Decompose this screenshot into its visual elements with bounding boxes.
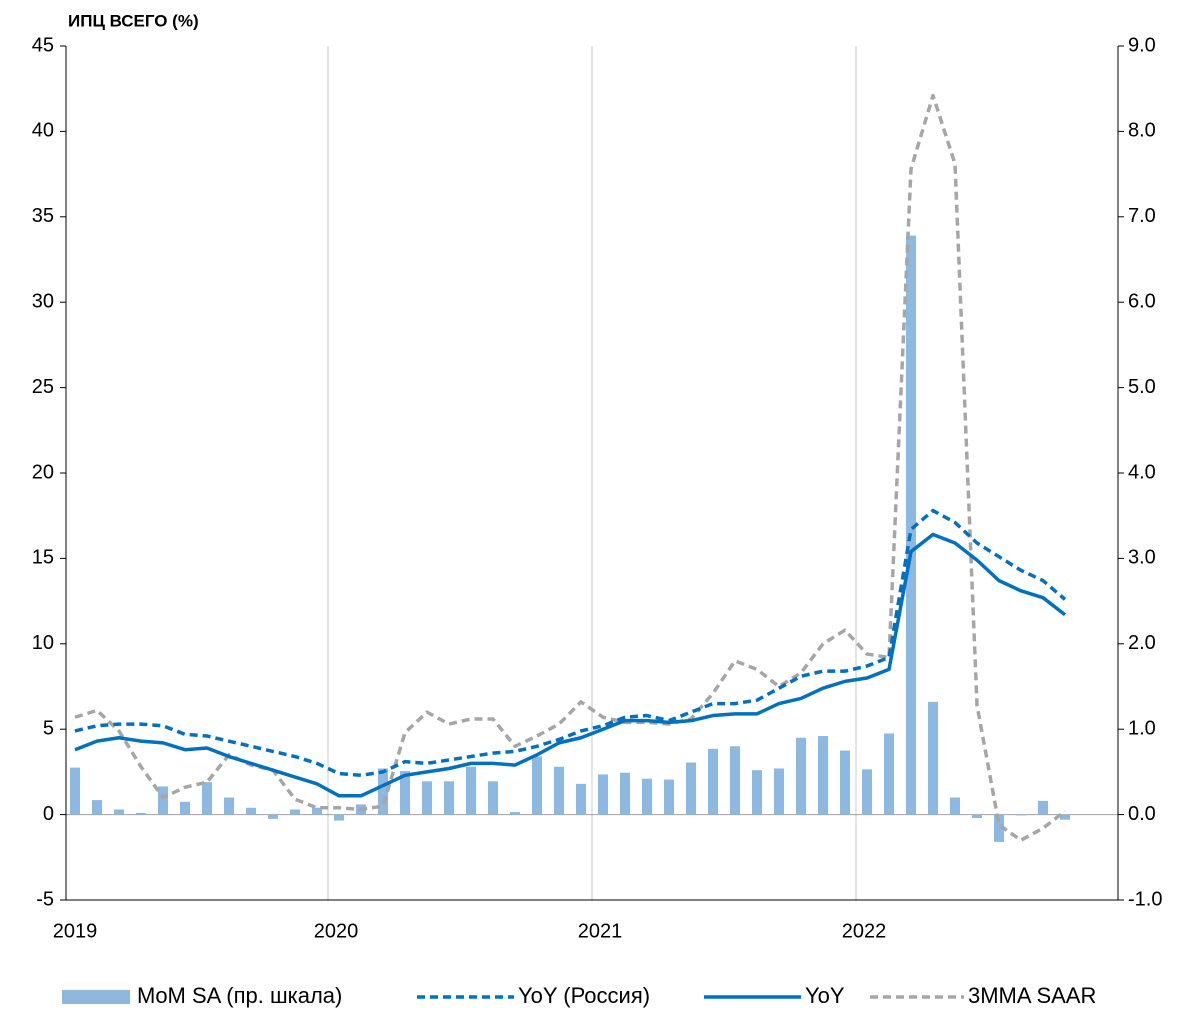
y2-tick-label: 2.0 bbox=[1128, 632, 1156, 654]
y-tick-label: 35 bbox=[32, 205, 54, 227]
bar bbox=[400, 771, 410, 815]
y2-tick-label: 9.0 bbox=[1128, 34, 1156, 56]
y2-tick-label: 4.0 bbox=[1128, 461, 1156, 483]
x-tick-label: 2021 bbox=[578, 920, 623, 942]
legend-label: MoM SA (пр. шкала) bbox=[137, 983, 342, 1008]
bar bbox=[92, 800, 102, 815]
y2-tick-label: 3.0 bbox=[1128, 547, 1156, 569]
y-tick-label: 40 bbox=[32, 120, 54, 142]
bar bbox=[642, 778, 652, 815]
bar bbox=[268, 814, 278, 819]
bar bbox=[994, 814, 1004, 842]
bar bbox=[202, 782, 212, 815]
y-tick-label: 20 bbox=[32, 461, 54, 483]
y-tick-label: 10 bbox=[32, 632, 54, 654]
bar bbox=[312, 807, 322, 815]
legend-swatch bbox=[62, 990, 130, 1004]
bar bbox=[818, 736, 828, 815]
bar bbox=[972, 814, 982, 819]
bar bbox=[1038, 800, 1048, 815]
line bbox=[74, 93, 1067, 842]
bar bbox=[70, 767, 80, 815]
bar bbox=[1060, 814, 1070, 820]
bar bbox=[708, 748, 718, 815]
bar bbox=[686, 762, 696, 815]
bar bbox=[796, 737, 806, 815]
y-tick-label: 0 bbox=[43, 803, 54, 825]
y2-tick-label: 1.0 bbox=[1128, 717, 1156, 739]
x-tick-label: 2020 bbox=[314, 920, 359, 942]
y2-tick-label: 8.0 bbox=[1128, 120, 1156, 142]
y2-tick-label: 0.0 bbox=[1128, 803, 1156, 825]
bar bbox=[1016, 814, 1026, 816]
bar bbox=[488, 781, 498, 815]
y-tick-label: 30 bbox=[32, 290, 54, 312]
bar bbox=[136, 812, 146, 815]
y-tick-label: 25 bbox=[32, 376, 54, 398]
y-tick-label: 15 bbox=[32, 547, 54, 569]
bar bbox=[752, 770, 762, 815]
bar bbox=[620, 772, 630, 815]
bar bbox=[246, 807, 256, 815]
line bbox=[74, 532, 1067, 798]
y-tick-label: 5 bbox=[43, 717, 54, 739]
bar bbox=[928, 701, 938, 815]
legend-label: 3MMA SAAR bbox=[968, 983, 1096, 1008]
x-tick-label: 2022 bbox=[842, 920, 887, 942]
bar bbox=[884, 733, 894, 815]
bar bbox=[180, 801, 190, 815]
bar bbox=[378, 768, 388, 815]
bar bbox=[224, 797, 234, 815]
bar bbox=[444, 781, 454, 815]
y-tick-label: -5 bbox=[36, 888, 54, 910]
bar bbox=[576, 783, 586, 815]
legend-label: YoY bbox=[805, 983, 845, 1008]
line bbox=[74, 508, 1067, 778]
y-tick-label: 45 bbox=[32, 34, 54, 56]
y2-tick-label: -1.0 bbox=[1128, 888, 1162, 910]
bar bbox=[290, 809, 300, 815]
bar bbox=[774, 768, 784, 815]
bar bbox=[664, 779, 674, 815]
bar bbox=[554, 766, 564, 815]
bar bbox=[466, 766, 476, 815]
y2-tick-label: 5.0 bbox=[1128, 376, 1156, 398]
bar bbox=[510, 812, 520, 815]
legend-label: YoY (Россия) bbox=[518, 983, 650, 1008]
bar bbox=[532, 756, 542, 815]
y2-tick-label: 7.0 bbox=[1128, 205, 1156, 227]
bar bbox=[334, 814, 344, 821]
bar bbox=[906, 235, 916, 815]
bar bbox=[840, 750, 850, 815]
bar bbox=[598, 774, 608, 815]
bar bbox=[862, 769, 872, 815]
bar bbox=[950, 797, 960, 815]
y2-tick-label: 6.0 bbox=[1128, 290, 1156, 312]
bar bbox=[422, 781, 432, 815]
bar bbox=[730, 746, 740, 815]
x-tick-label: 2019 bbox=[53, 920, 98, 942]
chart-title: ИПЦ ВСЕГО (%) bbox=[68, 11, 199, 30]
bar bbox=[158, 786, 168, 815]
bar bbox=[114, 809, 124, 815]
